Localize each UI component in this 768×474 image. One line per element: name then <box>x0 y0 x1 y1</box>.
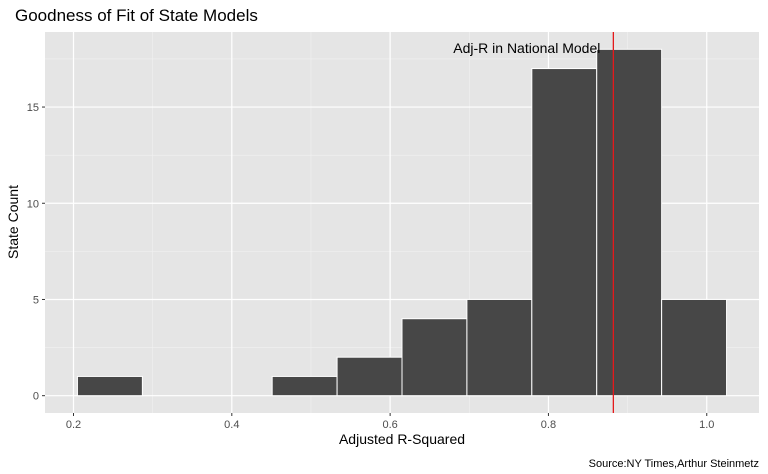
y-tick-label: 5 <box>33 294 39 306</box>
y-tick-label: 15 <box>27 102 39 114</box>
x-tick-label: 0.2 <box>66 419 81 431</box>
histogram-bar <box>336 356 403 397</box>
y-axis-title: State Count <box>5 185 21 259</box>
reference-line-label: Adj-R in National Model <box>453 40 600 56</box>
histogram-bar <box>531 68 598 397</box>
histogram-bar <box>466 298 533 397</box>
x-axis-ticks: 0.2 0.4 0.6 0.8 1.0 <box>66 413 714 431</box>
chart-title: Goodness of Fit of State Models <box>15 6 258 25</box>
histogram-bar <box>661 298 728 397</box>
histogram-bar <box>401 318 468 397</box>
histogram-bar <box>271 375 338 397</box>
x-tick-label: 0.4 <box>224 419 239 431</box>
y-tick-label: 0 <box>33 391 39 403</box>
y-tick-label: 10 <box>27 198 39 210</box>
x-tick-label: 0.8 <box>541 419 556 431</box>
reference-line-group: Adj-R in National Model <box>453 32 615 413</box>
x-tick-label: 1.0 <box>699 419 714 431</box>
y-axis-ticks: 0 5 10 15 <box>27 102 45 403</box>
histogram-bar <box>596 48 663 397</box>
histogram-bars <box>76 48 728 397</box>
x-tick-label: 0.6 <box>382 419 397 431</box>
x-axis-title: Adjusted R-Squared <box>339 431 465 447</box>
histogram-bar <box>76 375 143 397</box>
chart-caption: Source:NY Times,Arthur Steinmetz <box>589 458 759 470</box>
